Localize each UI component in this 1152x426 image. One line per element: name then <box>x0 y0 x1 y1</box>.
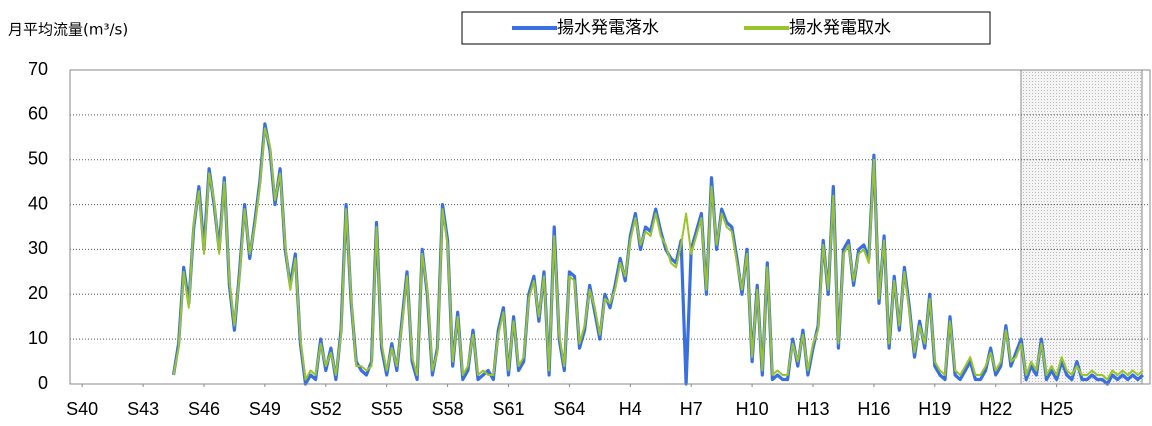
y-tick-label: 30 <box>28 238 48 258</box>
x-tick-label: S61 <box>492 399 524 419</box>
data-line <box>171 122 1144 386</box>
chart-title: 月平均流量(m³/s) <box>8 21 128 39</box>
x-tick-label: H16 <box>857 399 890 419</box>
x-tick-label: S52 <box>310 399 342 419</box>
y-tick-label: 10 <box>28 328 48 348</box>
x-tick-label: H10 <box>736 399 769 419</box>
x-tick-label: H19 <box>918 399 951 419</box>
x-tick-label: S46 <box>188 399 220 419</box>
legend-label: 揚水発電取水 <box>789 18 891 38</box>
x-tick-label: S55 <box>371 399 403 419</box>
y-tick-label: 40 <box>28 193 48 213</box>
x-tick-label: S40 <box>66 399 98 419</box>
y-tick-label: 0 <box>38 373 48 393</box>
plot-area <box>70 69 1150 386</box>
y-tick-label: 20 <box>28 283 48 303</box>
x-tick-label: H22 <box>979 399 1012 419</box>
plot-border <box>69 69 1151 385</box>
x-tick-label: S49 <box>249 399 281 419</box>
x-tick-label: S58 <box>432 399 464 419</box>
x-tick-label: H4 <box>619 399 642 419</box>
legend-label: 揚水発電落水 <box>557 18 659 38</box>
data-line <box>172 127 1144 381</box>
shaded-period <box>1020 69 1143 385</box>
y-tick-label: 50 <box>28 148 48 168</box>
x-tick-label: S43 <box>127 399 159 419</box>
x-tick-label: H13 <box>796 399 829 419</box>
x-tick-label: H25 <box>1040 399 1073 419</box>
x-tick-label: S64 <box>553 399 585 419</box>
x-tick-label: H7 <box>680 399 703 419</box>
y-tick-label: 70 <box>28 59 48 79</box>
y-tick-label: 60 <box>28 104 48 124</box>
